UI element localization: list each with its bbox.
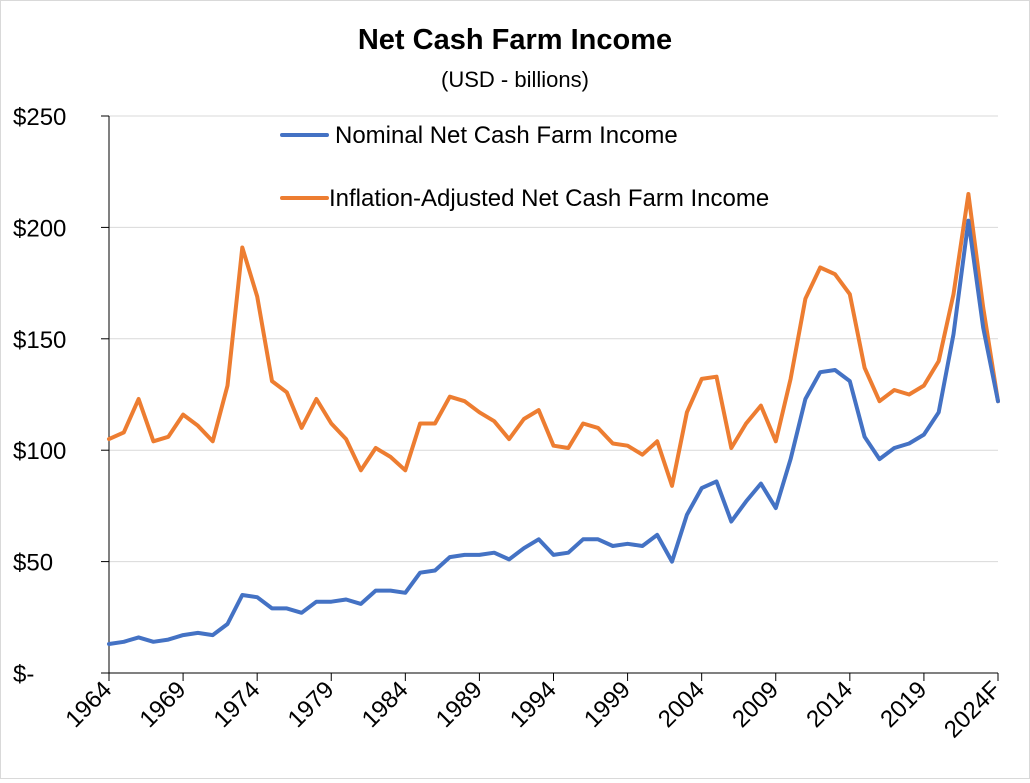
x-tick-label: 1969 xyxy=(134,676,191,733)
series-line xyxy=(107,192,1000,488)
series-line xyxy=(107,218,1000,646)
y-tick-label: $- xyxy=(13,661,34,688)
x-tick-label: 1989 xyxy=(431,676,488,733)
x-tick-label: 2014 xyxy=(801,676,858,733)
y-tick-label: $200 xyxy=(13,215,66,242)
legend-label: Inflation-Adjusted Net Cash Farm Income xyxy=(329,185,769,212)
chart-title: Net Cash Farm Income xyxy=(358,24,672,56)
x-tick-label: 1979 xyxy=(283,676,340,733)
y-tick-label: $250 xyxy=(13,104,66,131)
x-tick-label: 1974 xyxy=(209,676,266,733)
chart-subtitle: (USD - billions) xyxy=(441,67,589,92)
y-tick-label: $150 xyxy=(13,327,66,354)
y-tick-label: $100 xyxy=(13,438,66,465)
x-tick-label: 2009 xyxy=(727,676,784,733)
legend: Nominal Net Cash Farm Income Inflation-Ad… xyxy=(280,122,769,212)
x-tick-label: 1999 xyxy=(579,676,636,733)
gridlines xyxy=(109,115,998,563)
x-tick-label: 1964 xyxy=(60,676,117,733)
series-lines xyxy=(107,192,1000,646)
legend-label: Nominal Net Cash Farm Income xyxy=(335,122,678,149)
x-tick-label: 2019 xyxy=(875,676,932,733)
y-tick-label: $50 xyxy=(13,550,53,577)
x-tick-label: 1984 xyxy=(357,676,414,733)
x-tick-label: 2004 xyxy=(653,676,710,733)
x-tick-label: 2024F xyxy=(939,676,1006,743)
x-tick-label: 1994 xyxy=(505,676,562,733)
